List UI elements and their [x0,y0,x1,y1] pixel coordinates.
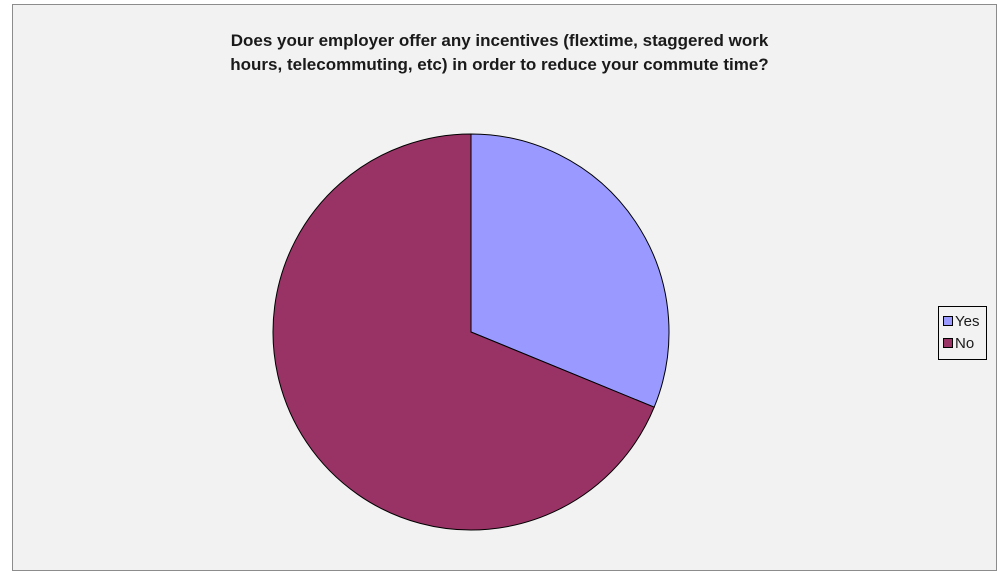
pie-slice-yes [470,133,670,408]
legend: Yes No [938,306,987,360]
pie-slice-no [272,133,655,531]
legend-item-no: No [943,332,986,354]
chart-title-line-1: Does your employer offer any incentives … [230,31,769,50]
legend-swatch-no [943,338,953,348]
legend-label-no: No [955,334,975,352]
chart-title: Does your employer offer any incentives … [0,29,999,77]
pie-slices [272,133,670,531]
legend-item-yes: Yes [943,310,986,332]
legend-swatch-yes [943,316,953,326]
chart-title-line-2: hours, telecommuting, etc) in order to r… [230,55,769,74]
legend-label-yes: Yes [955,312,980,330]
